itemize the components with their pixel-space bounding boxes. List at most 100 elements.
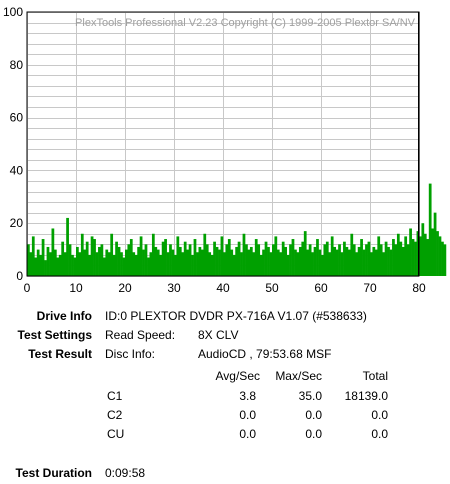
c1-bar [220,236,224,276]
c1-bar [357,246,361,276]
c1-bar [370,252,373,276]
c1-bar [63,252,67,276]
c1-bar [286,254,290,276]
c1-bar [225,244,229,276]
y-tick-label: 100 [3,5,23,19]
x-tick-label: 80 [412,281,426,295]
y-tick-label: 80 [10,58,24,72]
c1-bar [174,254,177,276]
c1-bar [137,246,140,276]
c1-bar [254,239,258,276]
c1-bar [203,233,207,276]
c1-bar [301,241,305,276]
c1-bar [56,257,60,276]
c1-bar [316,239,319,276]
c1-bar [338,244,341,276]
c1-bar [161,241,165,276]
c1-bar [281,241,285,276]
c1-bar [289,244,292,276]
c1-bar [276,249,280,276]
c1-bar [438,236,442,276]
watermark-text: PlexTools Professional V2.23 Copyright (… [75,17,416,29]
x-tick-label: 70 [363,281,377,295]
c1-bar [105,249,109,276]
c1-bar [191,254,194,276]
c1-bar [27,244,30,276]
c1-bar [80,233,84,276]
c1-bar [110,233,114,276]
c1-bar [237,241,241,276]
y-tick-label: 20 [10,216,24,230]
c1-bar [365,244,368,276]
plot-frame [26,11,420,277]
c1-bar [433,212,437,276]
read-speed-label: Read Speed: [105,328,176,342]
chart-grid [27,12,420,277]
c1-bar [208,252,212,276]
row-c1-total: 18139.0 [344,389,388,403]
c1-bar [247,249,251,276]
disc-info-value: AudioCD , 79:53.68 MSF [198,347,332,361]
c1-bar [149,252,153,276]
c1-bar [396,233,400,276]
c1-bar [61,241,65,276]
c1-bar [90,236,94,276]
c1-bar [100,244,104,276]
c1-bar [360,239,363,276]
test-duration-label: Test Duration [15,466,92,480]
c1-bar [291,239,295,276]
y-tick-label: 60 [10,111,24,125]
c1-bar [318,249,322,276]
c1-bar [384,241,388,276]
y-tick-labels: 0 20 40 60 80 100 [3,5,23,283]
c1-bar [245,244,248,276]
c1-bar [46,246,50,276]
c1-bar [112,254,116,276]
c1-bar [102,257,106,276]
c1-bar [436,231,439,276]
c1-bar [330,236,334,276]
x-tick-label: 40 [216,281,230,295]
c1-bar [68,244,72,276]
c1-bar [120,252,123,276]
c1-bar [387,246,390,276]
c1-bar [443,244,447,276]
c1-bar [406,244,410,276]
c1-bar [159,254,163,276]
c1-bar [139,236,143,276]
c1-bar [193,239,197,276]
c1-bar [88,254,91,276]
test-duration-value: 0:09:58 [105,466,146,480]
c1-bar [151,233,155,276]
x-tick-label: 50 [265,281,279,295]
c1-bar [419,236,422,276]
c1-bar [127,244,131,276]
c1-bar [308,244,312,276]
c1-bar [98,246,101,276]
c1-bar [223,252,226,276]
c1-bar [333,246,336,276]
c1-bar [132,252,136,276]
c1-bar [125,249,128,276]
c1-bars [27,183,447,276]
c1-bar [44,260,47,276]
c1-bar [210,254,214,276]
c1-bar [345,246,349,276]
row-cu-total: 0.0 [371,427,388,441]
drive-info-value: ID:0 PLEXTOR DVDR PX-716A V1.07 (#538633… [105,309,367,323]
c1-bar [431,228,434,276]
c1-bar [426,239,430,276]
c1-bar [144,244,148,276]
c1-bar [196,252,199,276]
c1-bar [115,241,118,276]
c1-bar [352,244,356,276]
c1-bar [372,246,376,276]
c1-bar [264,241,268,276]
c1-bar [122,257,126,276]
c1-bar [171,249,175,276]
c1-bar [93,239,96,276]
c1-bar [362,249,366,276]
c1-bar [166,252,170,276]
row-c2-name: C2 [107,408,123,422]
c1-bar [242,233,246,276]
